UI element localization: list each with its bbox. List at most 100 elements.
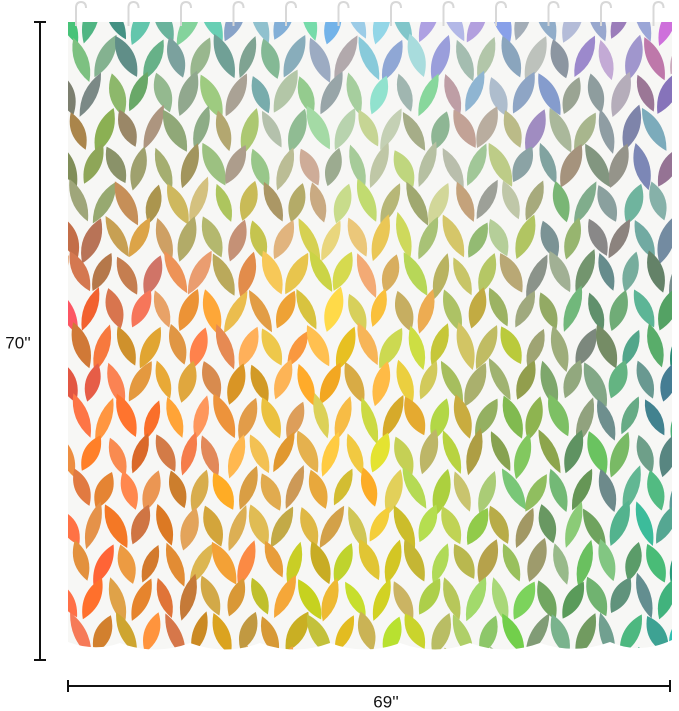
leaf [598,39,614,81]
leaf [212,472,234,510]
leaf [625,541,642,582]
leaf [142,612,161,650]
leaf [538,73,561,116]
leaf [72,540,90,581]
leaf [260,0,289,8]
leaf [223,645,248,650]
leaf [154,147,173,190]
leaf [334,108,356,150]
leaf [441,360,463,403]
leaf [635,501,654,547]
leaf [166,396,184,438]
leaf [313,393,329,439]
leaf [285,465,305,509]
leaf [657,578,672,620]
height-dimension [34,21,46,661]
leaf [516,360,536,400]
leaf [361,397,379,445]
leaf [422,0,457,9]
hook [390,0,402,26]
leaf [644,37,665,81]
leaf [382,394,404,439]
leaf [393,150,415,187]
leaf [155,360,172,399]
leaf [288,108,307,153]
leaf [202,142,226,186]
leaf [32,572,59,617]
leaf [431,111,450,151]
leaf [399,0,434,13]
leaf [227,363,246,405]
leaf [525,396,543,441]
leaf [114,181,139,226]
hook [232,0,245,26]
hook [442,0,455,26]
leaf [167,183,189,225]
leaf [549,107,572,153]
leaf [28,213,59,261]
leaf [270,506,294,548]
leaf [585,143,611,188]
leaf [514,22,532,41]
leaf [644,399,665,436]
leaf [392,22,413,44]
leaf [430,34,451,82]
leaf [357,611,376,650]
leaf [319,505,345,549]
leaf [322,649,343,650]
hooks [75,0,665,26]
leaf [107,362,126,407]
leaf [274,359,293,400]
leaf [95,397,114,444]
leaf [42,178,70,223]
leaf [539,292,558,330]
leaf [356,253,377,298]
leaf [540,220,560,260]
leaf [430,323,449,366]
leaf [116,256,138,295]
leaf [83,143,104,184]
leaf [68,509,80,546]
leaf [453,257,472,296]
leaf [249,289,272,333]
hook [495,0,507,26]
width-dimension [67,680,671,692]
leaf [609,500,630,547]
leaf [465,70,485,112]
leaf [93,544,114,586]
leaf [94,108,115,154]
leaf [550,325,569,373]
leaf [418,73,439,117]
leaf [653,647,679,695]
leaf [153,22,174,43]
leaf [418,216,439,260]
leaf [489,77,508,116]
leaf [453,543,475,579]
leaf [500,326,522,365]
leaf [393,505,416,550]
leaf [525,474,547,512]
leaf [116,393,137,437]
leaf [336,326,356,371]
leaf [554,648,589,696]
leaf [153,290,171,328]
leaf [43,105,69,156]
leaf [215,324,235,370]
leaf [297,76,315,115]
leaf [419,428,439,475]
leaf [118,109,137,147]
leaf [321,220,341,262]
leaf [89,0,120,5]
leaf [588,218,608,256]
leaf [164,251,188,294]
leaf [273,219,295,260]
leaf [610,577,632,614]
leaf [200,74,223,119]
leaf [273,22,294,40]
leaf [674,283,679,331]
leaf [657,147,672,187]
leaf [227,434,246,479]
leaf [165,542,185,587]
leaf [298,218,321,263]
leaf [68,142,78,187]
